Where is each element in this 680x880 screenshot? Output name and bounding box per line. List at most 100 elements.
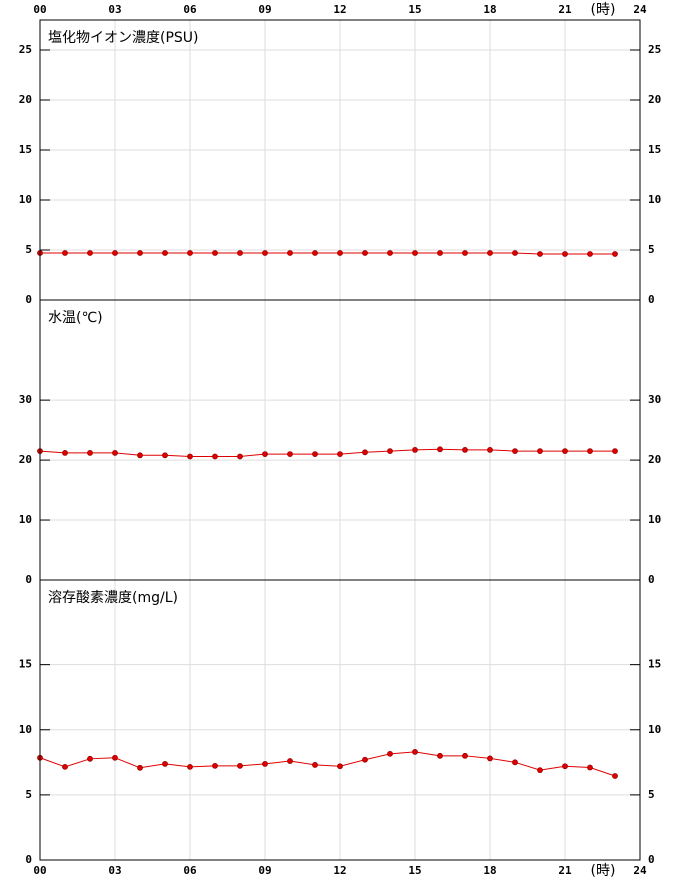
data-point (587, 448, 593, 454)
data-point (287, 250, 293, 256)
data-point (287, 758, 293, 764)
y-tick-label: 20 (648, 93, 661, 106)
y-tick-label: 10 (19, 513, 32, 526)
data-point (612, 251, 618, 257)
y-tick-label: 20 (19, 93, 32, 106)
data-point (162, 760, 168, 767)
y-tick-label: 5 (648, 243, 655, 256)
x-tick-label: 21 (558, 3, 572, 16)
x-tick-label: 18 (483, 3, 496, 16)
data-point (212, 453, 218, 460)
x-tick-label: 15 (408, 3, 421, 16)
data-point (612, 773, 618, 779)
data-point (462, 250, 468, 256)
data-point (237, 250, 243, 256)
y-tick-label: 5 (25, 788, 32, 801)
data-point (137, 250, 143, 256)
x-tick-label: 24 (633, 864, 647, 877)
data-point (87, 755, 93, 762)
y-tick-label: 10 (19, 193, 32, 206)
data-point (487, 755, 493, 762)
data-point (387, 250, 393, 256)
x-tick-label: 03 (108, 864, 121, 877)
data-point (437, 250, 443, 256)
data-point (212, 762, 218, 769)
data-point (212, 250, 218, 256)
data-point (537, 251, 543, 257)
data-point (587, 251, 593, 257)
x-tick-label: 18 (483, 864, 496, 877)
data-point (362, 449, 368, 456)
y-tick-label: 0 (25, 293, 32, 306)
data-point (387, 750, 393, 757)
data-point (312, 762, 318, 768)
y-tick-label: 20 (19, 453, 32, 466)
data-point (412, 250, 418, 256)
data-point (362, 250, 368, 256)
data-point (412, 446, 418, 453)
panel-frame (39, 579, 641, 861)
data-point (262, 250, 268, 256)
y-tick-label: 0 (25, 853, 32, 866)
data-point (112, 250, 118, 256)
data-point (112, 449, 118, 456)
data-line (39, 448, 615, 457)
y-tick-label: 0 (648, 293, 655, 306)
data-point (362, 756, 368, 763)
data-point (187, 250, 193, 256)
y-tick-label: 30 (648, 393, 661, 406)
y-tick-label: 30 (19, 393, 32, 406)
data-point (612, 448, 618, 454)
data-point (237, 762, 243, 769)
y-tick-label: 10 (648, 723, 661, 736)
panel-title: 溶存酸素濃度(mg/L) (48, 590, 178, 606)
data-point (237, 453, 243, 460)
data-point (337, 250, 343, 256)
data-point (162, 250, 168, 256)
x-tick-label: 24 (633, 3, 647, 16)
y-tick-label: 25 (19, 43, 32, 56)
data-point (412, 749, 418, 755)
y-tick-label: 20 (648, 453, 661, 466)
x-tick-label: 21 (558, 864, 572, 877)
data-point (337, 451, 343, 457)
y-tick-label: 15 (648, 143, 661, 156)
y-tick-label: 15 (648, 658, 661, 671)
data-point (187, 453, 193, 460)
data-point (562, 251, 568, 257)
data-point (137, 452, 143, 459)
data-point (337, 763, 343, 770)
data-point (562, 448, 568, 454)
data-point (187, 763, 193, 770)
data-point (512, 759, 518, 766)
x-tick-label: 03 (108, 3, 121, 16)
data-point (87, 449, 93, 456)
data-point (512, 448, 518, 454)
panel-title: 塩化物イオン濃度(PSU) (48, 30, 199, 46)
y-tick-label: 0 (648, 573, 655, 586)
x-tick-label: 15 (408, 864, 421, 877)
y-tick-label: 10 (19, 723, 32, 736)
data-point (112, 754, 118, 761)
y-tick-label: 15 (19, 658, 32, 671)
y-tick-label: 15 (19, 143, 32, 156)
data-point (62, 250, 68, 256)
y-tick-label: 10 (648, 513, 661, 526)
x-tick-label: 06 (183, 3, 197, 16)
data-point (587, 764, 593, 771)
data-point (537, 767, 543, 774)
x-tick-label: 00 (33, 3, 46, 16)
x-tick-label: 06 (183, 864, 197, 877)
data-line (40, 252, 615, 255)
data-line (39, 751, 616, 777)
y-tick-label: 5 (648, 788, 655, 801)
data-point (262, 760, 268, 767)
x-unit-label: (時) (591, 2, 616, 18)
x-unit-label: (時) (591, 863, 616, 879)
data-point (562, 763, 568, 770)
x-tick-label: 12 (333, 864, 346, 877)
data-point (87, 250, 93, 256)
y-tick-label: 0 (648, 853, 655, 866)
data-point (462, 446, 468, 453)
data-point (137, 764, 143, 771)
